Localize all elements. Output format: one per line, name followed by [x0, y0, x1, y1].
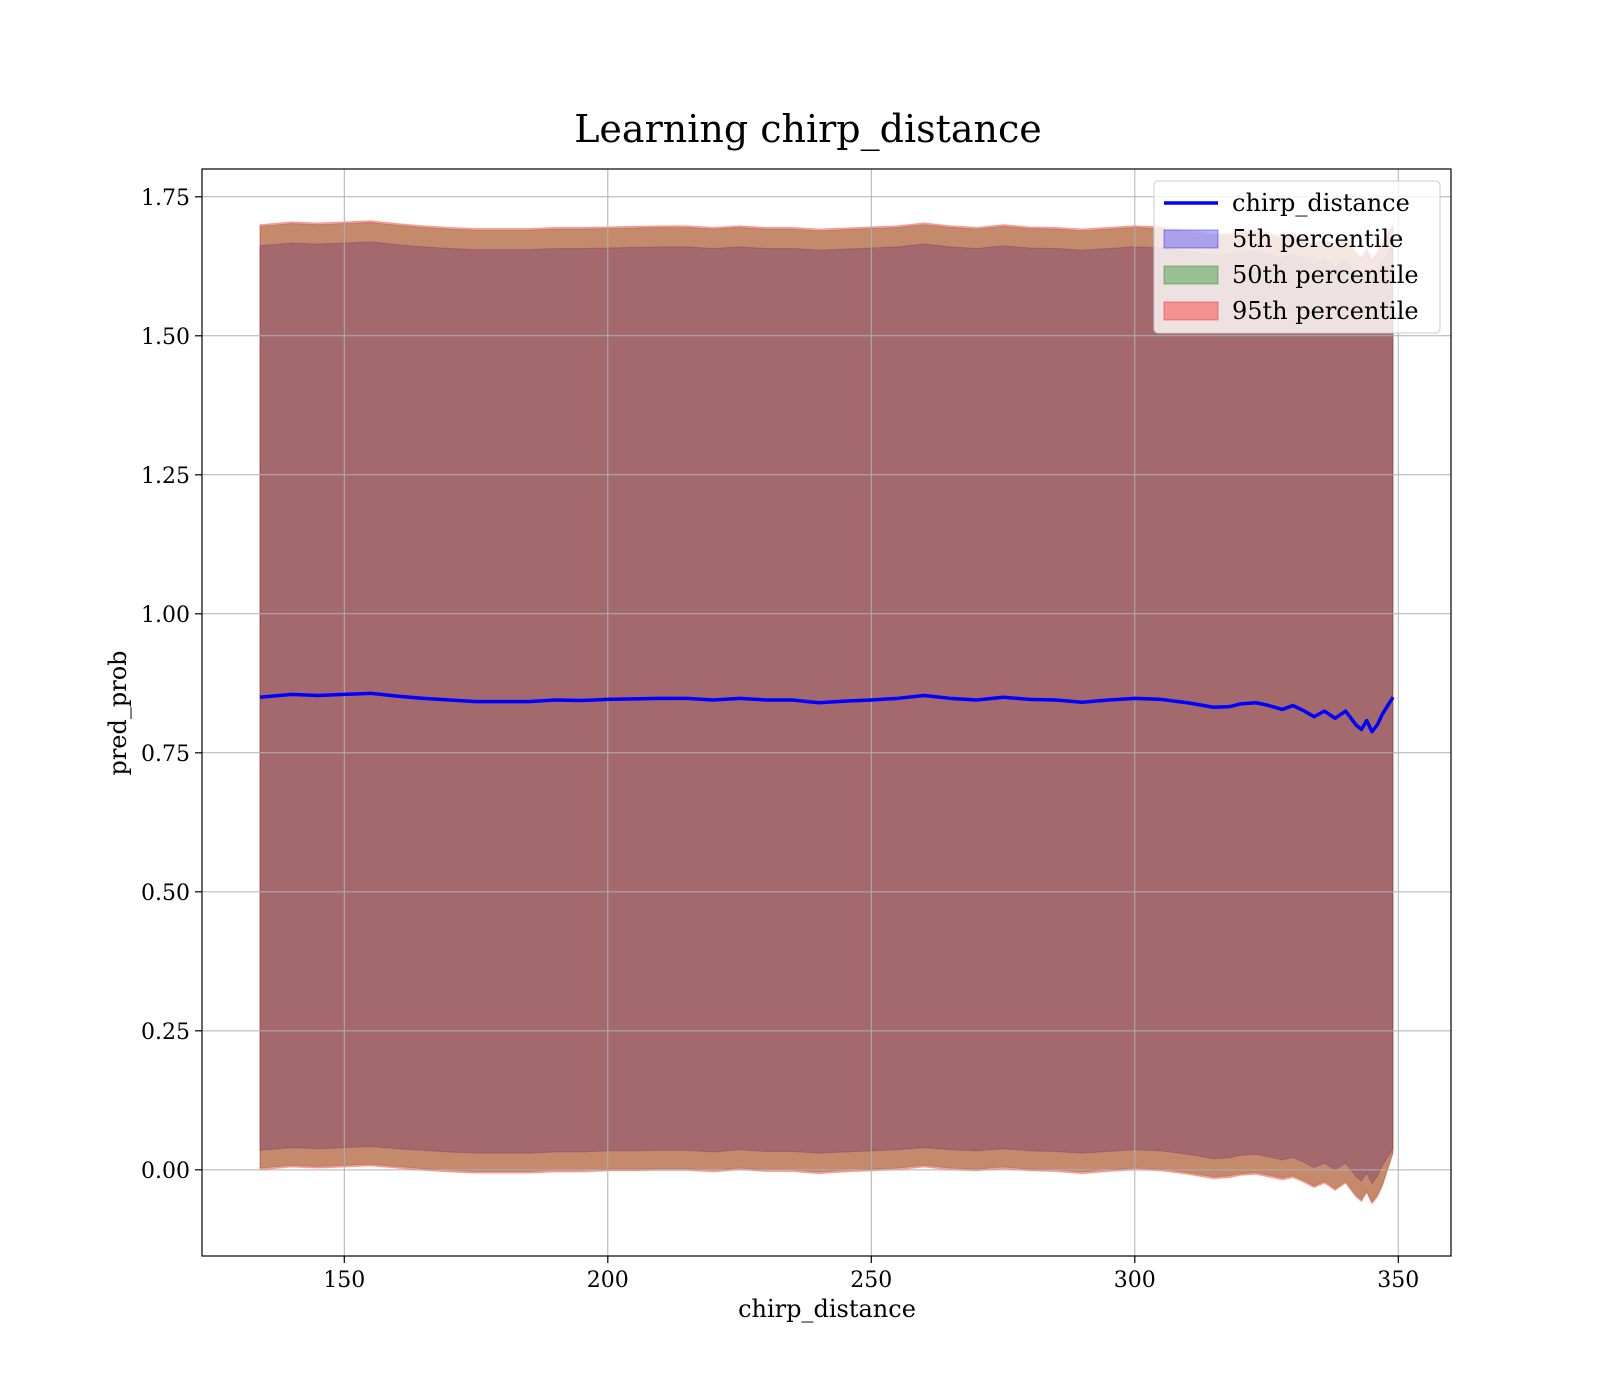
- legend-box: [1153, 180, 1441, 334]
- x-axis-label: chirp_distance: [738, 1295, 916, 1323]
- y-axis-label: pred_prob: [104, 650, 132, 775]
- y-tick-label-7: 1.50: [141, 325, 190, 350]
- x-tick-label-4: 300: [1114, 1268, 1156, 1293]
- y-tick-label-4: 0.75: [141, 742, 190, 767]
- legend-label-4: 95th percentile: [1232, 297, 1419, 325]
- y-tick-label-6: 1.25: [141, 464, 190, 489]
- legend: chirp_distance 5th percentile 50th percent…: [1153, 180, 1441, 334]
- band-3: [259, 220, 1394, 1205]
- line-layer: [259, 691, 1395, 734]
- series-line-chirp-distance: [259, 691, 1395, 734]
- x-axis-ticks: 150 200 250 300 350: [323, 1256, 1419, 1293]
- y-tick-label-1: 0.00: [141, 1159, 190, 1184]
- x-tick-label-1: 150: [323, 1268, 365, 1293]
- y-tick-label-5: 1.00: [141, 603, 190, 628]
- y-tick-label-8: 1.75: [141, 186, 190, 211]
- band-layer: [259, 220, 1394, 1205]
- band-1: [259, 241, 1394, 1185]
- x-tick-label-5: 350: [1377, 1268, 1419, 1293]
- x-tick-label-3: 250: [850, 1268, 892, 1293]
- legend-swatch-2: [1163, 229, 1219, 249]
- chart-title: Learning chirp_distance: [574, 107, 1042, 152]
- plot-frame: [201, 168, 1452, 1257]
- y-tick-label-2: 0.25: [141, 1020, 190, 1045]
- legend-label-1: chirp_distance: [1232, 189, 1410, 217]
- grid: [202, 169, 1451, 1256]
- legend-label-3: 50th percentile: [1232, 261, 1419, 289]
- legend-label-2: 5th percentile: [1232, 225, 1403, 253]
- y-axis-ticks: 0.00 0.25 0.50 0.75 1.00 1.25 1.50 1.75: [141, 186, 202, 1184]
- legend-swatch-3: [1163, 265, 1219, 285]
- x-tick-label-2: 200: [587, 1268, 629, 1293]
- y-tick-label-3: 0.50: [141, 881, 190, 906]
- legend-swatch-4: [1163, 301, 1219, 321]
